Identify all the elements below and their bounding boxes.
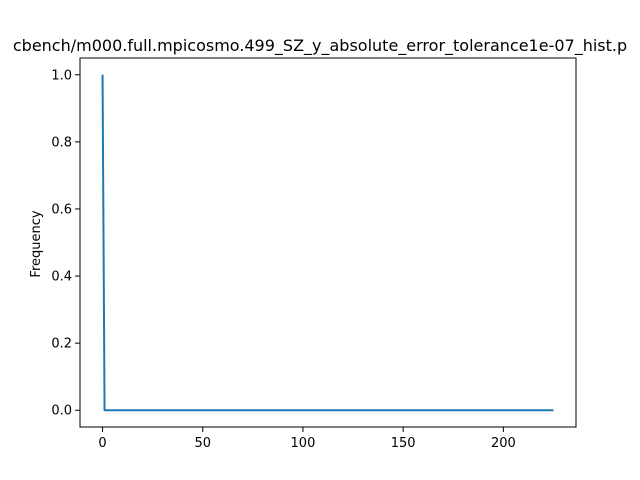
y-axis-label: Frequency: [29, 210, 44, 277]
series-line: [101, 74, 554, 412]
x-tick-label: 100: [291, 436, 316, 451]
y-tick-label: 0.4: [51, 270, 72, 285]
plot-frame: [79, 57, 577, 428]
x-tick-label: 0: [98, 436, 106, 451]
chart-title: cbench/m000.full.mpicosmo.499_SZ_y_absol…: [13, 36, 627, 56]
x-tick-label: 200: [491, 436, 516, 451]
x-axis-ticks: 0 50 100 150 200: [98, 427, 516, 451]
y-tick-label: 0.6: [51, 202, 72, 217]
y-tick-label: 0.8: [51, 135, 72, 150]
y-tick-label: 0.0: [51, 404, 72, 419]
series-layer: [101, 74, 554, 412]
y-tick-label: 0.2: [51, 337, 72, 352]
x-tick-label: 150: [391, 436, 416, 451]
y-axis-ticks: 0.0 0.2 0.4 0.6 0.8 1.0: [51, 68, 80, 419]
x-tick-label: 50: [194, 436, 211, 451]
y-tick-label: 1.0: [51, 68, 72, 83]
